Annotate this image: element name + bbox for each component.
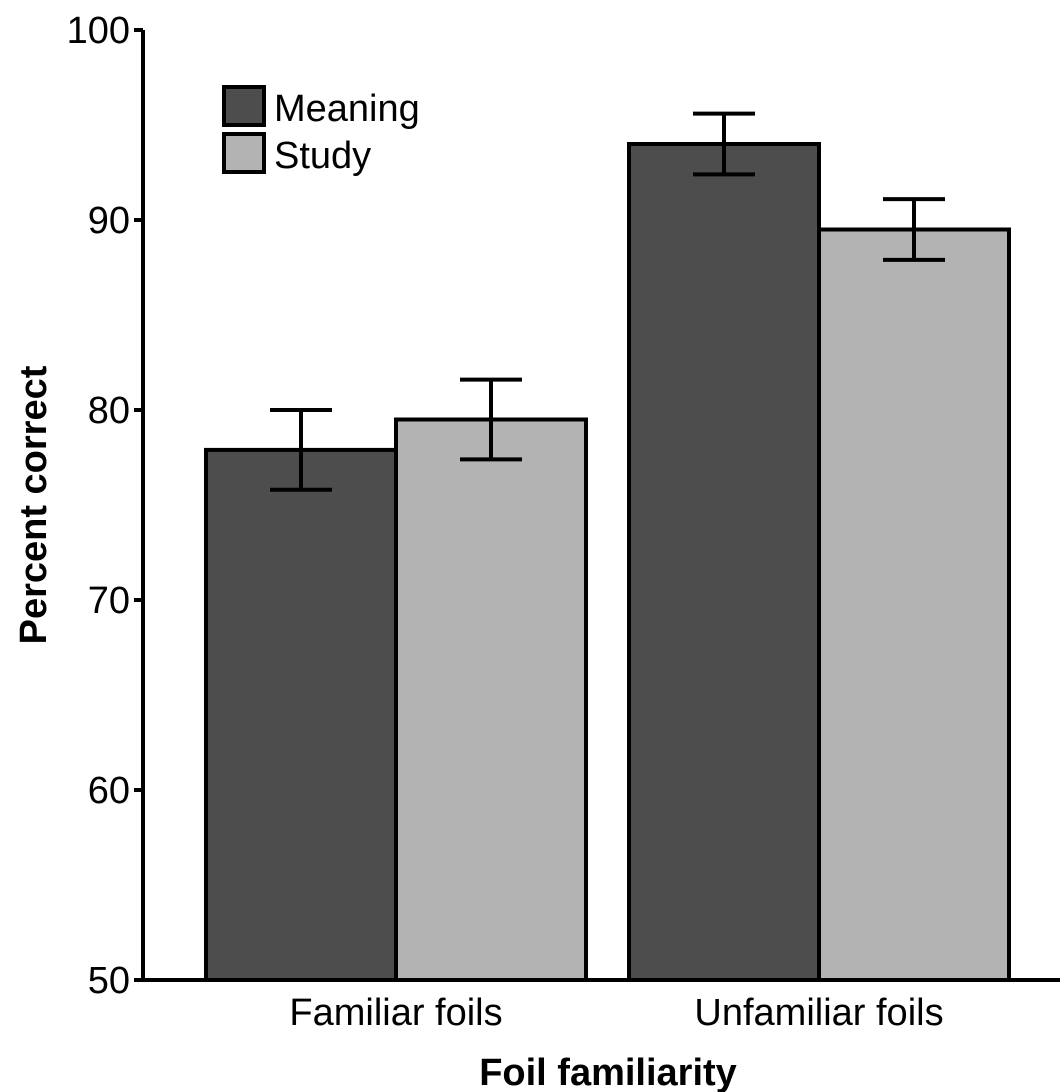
legend-swatch [222,132,266,174]
y-axis-title: Percent correct [13,365,55,644]
y-tick-label: 60 [88,770,130,812]
bar-study-1 [817,227,1011,982]
x-tick-label: Familiar foils [289,992,502,1034]
x-axis-title: Foil familiarity [479,1052,737,1092]
bar-study-0 [394,417,588,982]
y-tick-label: 100 [67,10,130,52]
bar-meaning-0 [204,447,398,982]
y-tick-label: 80 [88,390,130,432]
y-tick-label: 50 [88,960,130,1002]
error-bar-study-1 [883,197,945,262]
legend: Meaning Study [222,85,420,177]
error-bars-layer [270,111,945,492]
error-bar-meaning-1 [693,111,755,177]
bars-layer [204,142,1011,982]
y-tick-label: 70 [88,580,130,622]
error-bar-meaning-0 [270,408,332,492]
axes: 50 60 70 80 90 100 Familiar foils Unfamiliar fo… [67,10,1060,1034]
legend-label: Meaning [274,88,420,130]
legend-label: Study [274,135,371,177]
legend-item-study: Study [222,132,371,177]
legend-swatch [222,85,266,127]
bar-meaning-1 [627,142,821,982]
error-bar-study-0 [460,377,522,462]
legend-item-meaning: Meaning [222,85,420,130]
x-tick-label: Unfamiliar foils [694,992,943,1034]
y-tick-label: 90 [88,200,130,242]
